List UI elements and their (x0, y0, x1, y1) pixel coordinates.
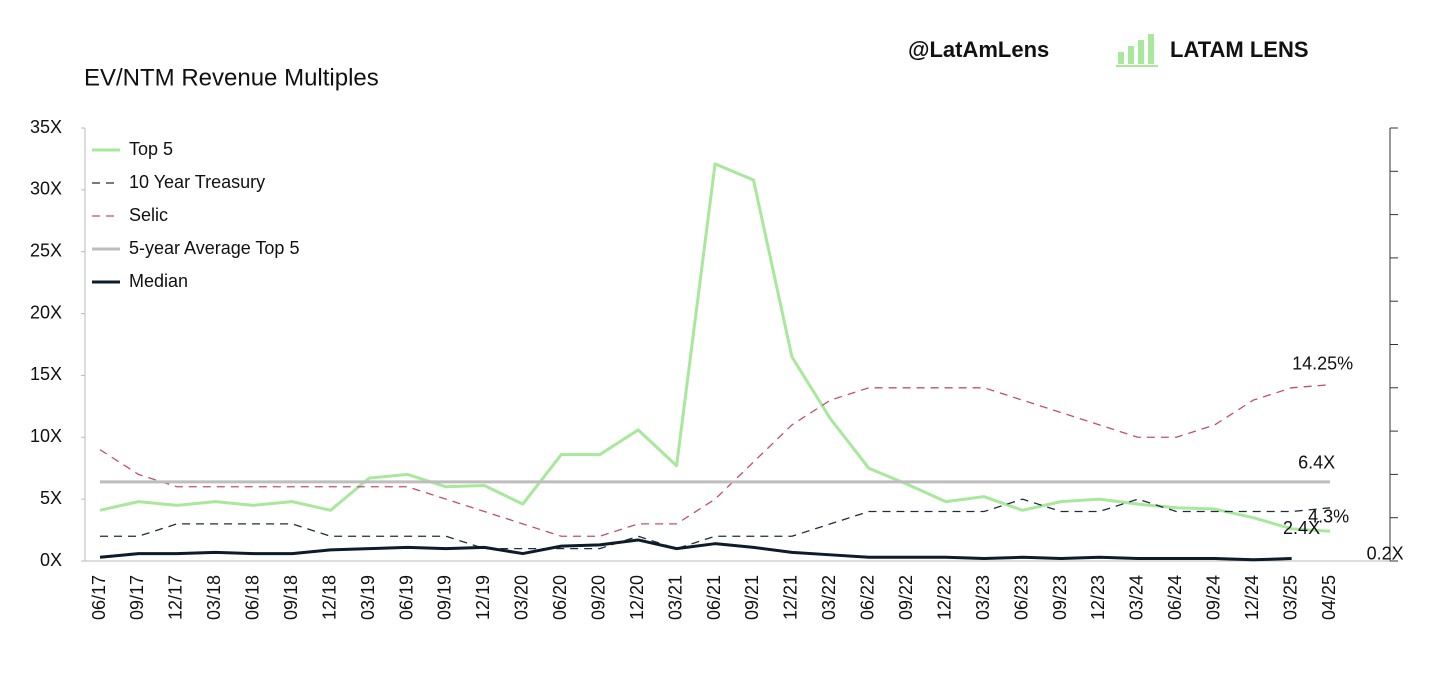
x-tick-label: 06/18 (243, 575, 263, 620)
x-tick-label: 12/19 (473, 575, 493, 620)
series-line (99, 162, 1331, 533)
y-tick-label: 0X (40, 550, 62, 570)
series-line (99, 384, 1331, 537)
x-tick-label: 03/22 (819, 575, 839, 620)
logo-icon (1116, 34, 1158, 67)
value-label: 14.25% (1292, 353, 1353, 373)
chart-title: EV/NTM Revenue Multiples (84, 64, 379, 91)
legend-label: 5-year Average Top 5 (129, 238, 299, 258)
x-tick-label: 09/19 (435, 575, 455, 620)
y-tick-label: 25X (30, 240, 62, 260)
y-tick-label: 35X (30, 117, 62, 137)
x-tick-label: 12/22 (934, 575, 954, 620)
value-label: 0.2X (1367, 543, 1404, 563)
x-tick-label: 12/21 (781, 575, 801, 620)
x-tick-label: 09/21 (742, 575, 762, 620)
x-tick-label: 12/18 (319, 575, 339, 620)
x-tick-label: 06/23 (1011, 575, 1031, 620)
x-tick-label: 03/24 (1127, 575, 1147, 620)
y-tick-label: 5X (40, 488, 62, 508)
handle: @LatAmLens (908, 37, 1049, 62)
x-tick-label: 09/17 (127, 575, 147, 620)
x-tick-label: 03/21 (665, 575, 685, 620)
x-tick-label: 12/20 (627, 575, 647, 620)
value-label: 6.4X (1298, 453, 1335, 473)
x-tick-label: 03/20 (512, 575, 532, 620)
x-tick-label: 09/22 (896, 575, 916, 620)
brand-name: LATAM LENS (1170, 37, 1309, 62)
x-tick-label: 12/23 (1088, 575, 1108, 620)
x-tick-label: 06/24 (1165, 575, 1185, 620)
x-tick-label: 03/18 (204, 575, 224, 620)
x-tick-label: 12/24 (1242, 575, 1262, 620)
x-tick-label: 06/22 (858, 575, 878, 620)
legend-label: Top 5 (129, 139, 173, 159)
y-tick-label: 10X (30, 426, 62, 446)
x-tick-label: 03/23 (973, 575, 993, 620)
x-tick-label: 06/17 (89, 575, 109, 620)
legend-label: 10 Year Treasury (129, 172, 265, 192)
x-tick-label: 09/24 (1204, 575, 1224, 620)
series-line (99, 538, 1292, 562)
x-tick-label: 04/25 (1319, 575, 1339, 620)
series-line (100, 498, 1331, 550)
y-tick-label: 15X (30, 364, 62, 384)
x-tick-label: 06/21 (704, 575, 724, 620)
x-tick-label: 12/17 (166, 575, 186, 620)
value-label: 2.4X (1283, 518, 1320, 538)
y-tick-label: 30X (30, 179, 62, 199)
x-tick-label: 03/19 (358, 575, 378, 620)
x-tick-label: 09/23 (1050, 575, 1070, 620)
x-tick-label: 06/20 (550, 575, 570, 620)
x-tick-label: 06/19 (396, 575, 416, 620)
value-label: 4.3% (1308, 507, 1349, 527)
legend-label: Selic (129, 205, 168, 225)
x-tick-label: 09/20 (588, 575, 608, 620)
x-tick-label: 09/18 (281, 575, 301, 620)
legend-label: Median (129, 271, 188, 291)
x-tick-label: 03/25 (1280, 575, 1300, 620)
y-tick-label: 20X (30, 302, 62, 322)
